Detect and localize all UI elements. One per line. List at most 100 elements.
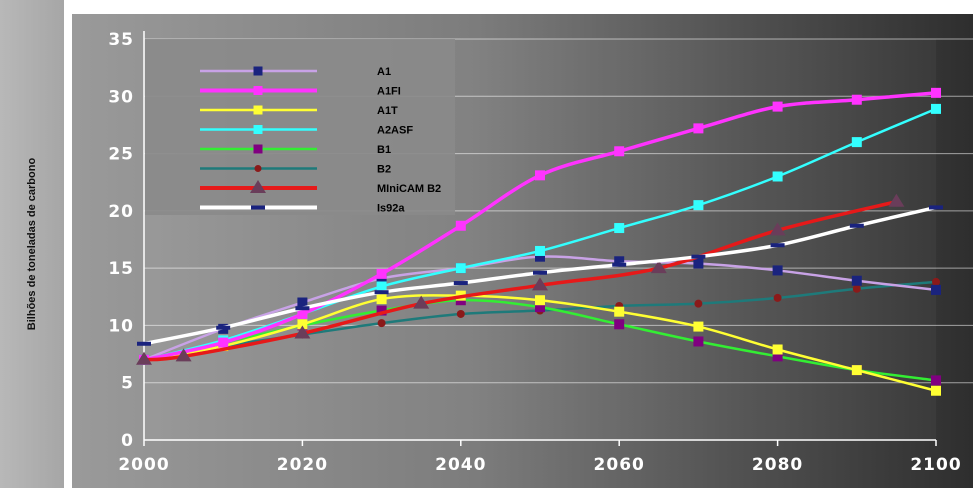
point-b2-2040 [456, 309, 465, 318]
y-tick-label-35: 35 [108, 30, 134, 50]
point-is92a-2060 [612, 262, 627, 267]
legend-label-a1: A1 [377, 66, 391, 78]
legend-label-a2asf: A2ASF [377, 125, 413, 137]
point-b2-2080 [773, 293, 782, 302]
point-b1-2030 [376, 305, 387, 316]
point-b1-2050 [535, 302, 545, 313]
point-a2asf-2040 [455, 263, 466, 274]
y-tick-label-30: 30 [108, 87, 134, 107]
point-a2asf-2090 [851, 137, 862, 148]
point-minicam-b2-2050 [532, 277, 548, 291]
point-is92a-2020 [295, 306, 310, 311]
y-tick-label-0: 0 [121, 431, 134, 451]
x-tick-label-2020: 2020 [277, 455, 328, 475]
point-a1-2050 [535, 251, 545, 262]
point-a1t-2020 [297, 319, 308, 330]
point-a1fi-2020 [297, 308, 308, 319]
point-a1fi-2090 [851, 94, 862, 105]
point-a2asf-2070 [693, 200, 704, 211]
point-a1t-2080 [772, 344, 783, 355]
x-tick-label-2000: 2000 [118, 455, 169, 475]
point-a2asf-2030 [376, 281, 387, 292]
point-is92a-2050 [533, 270, 547, 275]
point-a1fi-2060 [614, 146, 625, 157]
point-is92a-2100 [929, 205, 943, 210]
legend-box [145, 39, 455, 215]
point-b2-2070 [694, 299, 703, 308]
point-b1-2080 [772, 351, 783, 362]
point-a1-2100 [931, 284, 941, 295]
y-tick-label-10: 10 [108, 316, 134, 336]
legend: A1 A1FI A1T A2ASF B1 B2 MIniCAM B2 Is92a [145, 39, 455, 215]
y-axis-label-band: Bilhões de toneladas de carbono [0, 0, 64, 488]
point-a1t-2030 [376, 294, 387, 305]
series-is92a [137, 205, 943, 346]
legend-marker-is92a [251, 205, 265, 210]
plot-panel: 0 5 10 15 20 25 30 35 2000 2020 2040 2060 2080 2100 A… [72, 14, 973, 488]
point-b1-2100 [931, 375, 941, 386]
point-a1-2070 [693, 258, 704, 269]
point-a1t-2070 [693, 321, 704, 332]
point-is92a-2070 [691, 254, 706, 259]
point-a2asf-2060 [614, 223, 625, 234]
legend-marker-a2asf [253, 125, 263, 134]
point-b2-2090 [852, 284, 861, 293]
legend-marker-a1 [253, 66, 263, 76]
x-tick-label-2100: 2100 [910, 455, 961, 475]
point-minicam-b2-2080 [769, 222, 786, 236]
legend-marker-b1 [253, 144, 263, 154]
point-minicam-b2-2000 [136, 351, 152, 365]
point-minicam-b2-2095 [888, 193, 905, 207]
point-a1-2020 [297, 297, 308, 308]
point-is92a-2090 [849, 223, 864, 228]
legend-marker-a1fi [253, 86, 263, 95]
point-is92a-2000 [137, 341, 151, 346]
point-a1fi-2070 [693, 123, 704, 134]
point-minicam-b2-2005 [175, 348, 192, 362]
x-tick-label-2060: 2060 [594, 455, 645, 475]
legend-label-minicam-b2: MIniCAM B2 [377, 183, 441, 195]
point-a1t-2100 [931, 385, 941, 396]
point-a2asf-2080 [772, 171, 783, 182]
point-is92a-2010 [216, 325, 231, 330]
y-axis-label: Bilhões de toneladas de carbono [26, 157, 38, 331]
point-b2-2100 [932, 277, 940, 286]
point-is92a-2080 [770, 243, 785, 248]
series-minicam-b2 [136, 193, 905, 365]
point-a1fi-2030 [376, 268, 387, 279]
point-a1-2090 [851, 275, 862, 286]
point-a1fi-2010 [218, 337, 229, 348]
point-b1-2060 [614, 319, 625, 330]
y-tick-label-25: 25 [108, 145, 134, 165]
legend-label-b2: B2 [377, 164, 391, 176]
point-b2-2030 [377, 319, 386, 328]
legend-label-is92a: Is92a [377, 203, 405, 215]
point-a1t-2050 [535, 295, 545, 306]
x-tick-label-2040: 2040 [435, 455, 486, 475]
y-tick-label-15: 15 [108, 259, 134, 279]
y-tick-label-20: 20 [108, 202, 134, 222]
legend-marker-minicam-b2 [250, 180, 266, 193]
point-is92a-2030 [374, 290, 389, 295]
legend-label-b1: B1 [377, 144, 391, 156]
axis-layer: 0 5 10 15 20 25 30 35 2000 2020 2040 2060 2080 2100 [108, 30, 961, 475]
legend-label-a1t: A1T [377, 105, 398, 117]
point-a1-2080 [772, 265, 783, 276]
point-a1fi-2040 [455, 220, 466, 231]
point-a2asf-2100 [931, 103, 941, 114]
point-a1-2060 [614, 256, 625, 267]
x-tick-label-2080: 2080 [752, 455, 803, 475]
point-a1fi-2100 [931, 87, 941, 98]
emissions-chart: 0 5 10 15 20 25 30 35 2000 2020 2040 2060 2080 2100 A… [108, 30, 973, 475]
legend-marker-a1t [253, 105, 263, 115]
point-minicam-b2-2020 [294, 325, 311, 339]
y-tick-label-5: 5 [121, 374, 134, 394]
point-minicam-b2-2065 [650, 260, 667, 274]
legend-marker-b2 [254, 165, 262, 172]
point-a1t-2060 [614, 306, 625, 317]
point-is92a-2040 [453, 281, 468, 286]
series-layer [136, 87, 943, 396]
point-a1fi-2080 [772, 101, 783, 112]
point-a1fi-2050 [535, 170, 545, 181]
point-a1t-2090 [851, 365, 862, 376]
